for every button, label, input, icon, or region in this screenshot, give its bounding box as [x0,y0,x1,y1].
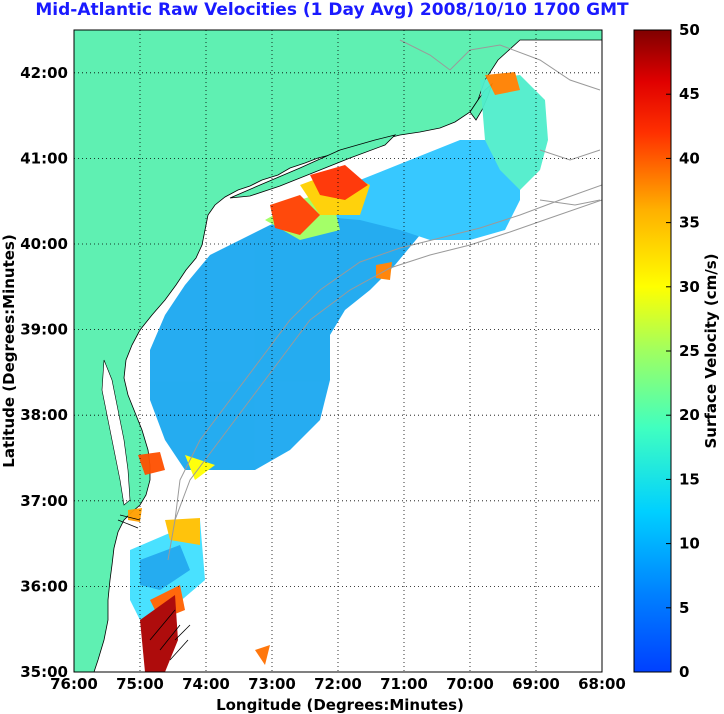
y-tick-label: 39:00 [20,321,68,339]
colorbar-tick-label: 25 [679,342,700,360]
colorbar-tick-label: 50 [679,21,700,39]
x-tick-label: 75:00 [116,675,164,693]
colorbar-tick-label: 35 [679,214,700,232]
colorbar [633,29,672,673]
colorbar-tick-label: 45 [679,85,700,103]
map-title: Mid-Atlantic Raw Velocities (1 Day Avg) … [35,0,629,20]
colorbar-label: Surface Velocity (cm/s) [702,253,720,448]
x-tick-label: 76:00 [50,675,98,693]
colorbar-tick-label: 0 [679,663,689,681]
x-tick-label: 74:00 [182,675,230,693]
colorbar-tick-label: 10 [679,535,700,553]
long-island [229,134,397,199]
colorbar-tick-label: 15 [679,470,700,488]
velocity-arrows [117,514,191,661]
x-tick-label: 71:00 [380,675,428,693]
x-tick-label: 72:00 [314,675,362,693]
y-axis-label: Latitude (Degrees:Minutes) [0,234,18,467]
y-tick-label: 36:00 [20,577,68,595]
grid-lines [74,30,602,672]
x-tick-label: 70:00 [446,675,494,693]
x-tick-label: 73:00 [248,675,296,693]
y-tick-label: 41:00 [20,149,68,167]
x-tick-label: 69:00 [512,675,560,693]
colorbar-tick-label: 5 [679,599,689,617]
colorbar-tick-label: 40 [679,149,700,167]
y-tick-label: 35:00 [20,663,68,681]
x-tick-label: 68:00 [578,675,626,693]
x-tick-labels: 76:00 75:00 74:00 73:00 72:00 71:00 70:00 69:00… [50,675,626,693]
y-tick-label: 37:00 [20,492,68,510]
colorbar-tick-label: 30 [679,278,700,296]
y-tick-label: 38:00 [20,406,68,424]
y-tick-labels: 42:00 41:00 40:00 39:00 38:00 37:00 36:00 35:00 [20,64,68,681]
y-tick-label: 40:00 [20,235,68,253]
x-axis-label: Longitude (Degrees:Minutes) [216,696,464,714]
bathymetry-contours [167,39,602,561]
y-tick-label: 42:00 [20,64,68,82]
map-axes-border [73,29,603,673]
colorbar-tick-label: 20 [679,406,700,424]
velocity-field [128,72,548,672]
